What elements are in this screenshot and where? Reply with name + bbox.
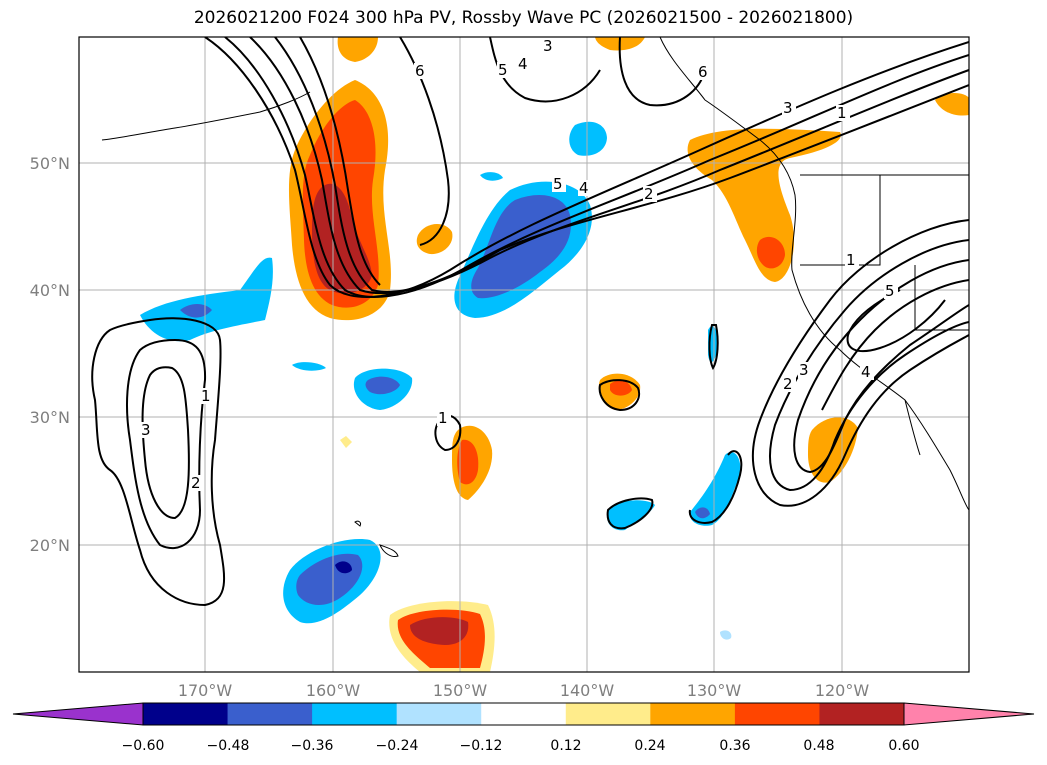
colorbar-tick-label: −0.24 xyxy=(376,738,419,754)
map-frame xyxy=(78,36,970,673)
colorbar-extend-left xyxy=(12,702,144,726)
contour-label: 3 xyxy=(543,37,553,55)
positive-anomaly-south-core xyxy=(457,439,479,485)
contour-label: 1 xyxy=(438,409,448,427)
negative-anomaly-tiny-3 xyxy=(480,172,503,181)
colorbar: −0.60 −0.48 −0.36 −0.24 −0.12 0.12 0.24 … xyxy=(12,702,1035,754)
colorbar-segment xyxy=(650,703,736,725)
contour-label: 4 xyxy=(518,55,528,73)
colorbar-tick-label: −0.48 xyxy=(207,738,250,754)
lon-label: 160°W xyxy=(306,681,361,700)
negative-anomaly-tiny-2 xyxy=(292,362,326,371)
negative-anomaly-tiny-4 xyxy=(720,630,732,640)
colorbar-tick-label: 0.24 xyxy=(634,738,665,754)
colorbar-tick-label: 0.60 xyxy=(888,738,919,754)
positive-anomaly-east xyxy=(935,93,969,116)
colorbar-tick-label: −0.12 xyxy=(460,738,503,754)
colorbar-tick-label: −0.36 xyxy=(291,738,334,754)
lat-label: 20°N xyxy=(30,536,70,555)
colorbar-segment xyxy=(227,703,313,725)
lon-label: 140°W xyxy=(560,681,615,700)
lon-label: 120°W xyxy=(815,681,870,700)
negative-anomaly-subtropic-core xyxy=(695,507,710,519)
contour-label: 6 xyxy=(698,63,708,81)
lat-label: 30°N xyxy=(30,408,70,427)
positive-anomaly-coast-core xyxy=(756,236,785,269)
positive-anomaly-tropics-core xyxy=(410,617,469,645)
contour-label: 5 xyxy=(885,282,895,300)
colorbar-segment xyxy=(565,703,651,725)
contour-label: 1 xyxy=(837,104,847,122)
contour-label: 6 xyxy=(415,62,425,80)
map-title: 2026021200 F024 300 hPa PV, Rossby Wave … xyxy=(193,8,854,28)
positive-anomaly-north xyxy=(337,37,378,62)
colorbar-tick-label: 0.12 xyxy=(550,738,581,754)
longitude-labels: 170°W 160°W 150°W 140°W 130°W 120°W xyxy=(178,681,870,700)
latitude-labels: 50°N 40°N 30°N 20°N xyxy=(30,154,70,555)
colorbar-segment xyxy=(819,703,905,725)
positive-anomaly-small xyxy=(416,224,453,255)
lat-label: 50°N xyxy=(30,154,70,173)
positive-anomaly-tiny xyxy=(340,436,352,448)
colorbar-labels: −0.60 −0.48 −0.36 −0.24 −0.12 0.12 0.24 … xyxy=(122,738,920,754)
contour-label: 1 xyxy=(201,387,211,405)
negative-anomaly-west xyxy=(140,257,273,342)
contour-label: 2 xyxy=(644,185,654,203)
positive-anomaly-small-2-core xyxy=(610,380,632,396)
contour-label: 4 xyxy=(861,363,871,381)
lon-label: 170°W xyxy=(178,681,233,700)
colorbar-tick-label: 0.36 xyxy=(719,738,750,754)
contour-label: 4 xyxy=(579,179,589,197)
contour-label: 3 xyxy=(141,421,151,439)
negative-anomaly-hawaii-max xyxy=(335,561,352,574)
contour-label: 3 xyxy=(783,99,793,117)
colorbar-extend-right xyxy=(903,702,1035,726)
contour-label: 3 xyxy=(799,361,809,379)
colorbar-tick-label: −0.60 xyxy=(122,738,165,754)
contour-label: 1 xyxy=(846,251,856,269)
colorbar-tick-label: 0.48 xyxy=(803,738,834,754)
negative-anomaly-sub2 xyxy=(606,500,655,531)
colorbar-segment xyxy=(143,703,229,725)
contour-label: 5 xyxy=(498,61,508,79)
contour-label: 2 xyxy=(191,474,201,492)
negative-anomaly-west-core xyxy=(180,304,212,318)
negative-anomaly-small xyxy=(569,121,607,156)
negative-anomaly-mid-core xyxy=(365,376,400,395)
colorbar-segment xyxy=(481,703,567,725)
colorbar-segment xyxy=(312,703,398,725)
lat-label: 40°N xyxy=(30,281,70,300)
contour-label: 5 xyxy=(553,175,563,193)
negative-anomaly-core xyxy=(471,195,571,299)
rossby-contours xyxy=(91,37,969,607)
contour-label: 2 xyxy=(783,375,793,393)
lon-label: 150°W xyxy=(433,681,488,700)
lon-label: 130°W xyxy=(687,681,742,700)
pv-fill-layer xyxy=(140,37,969,672)
contour-label-group: 3 5 4 6 6 3 1 5 4 2 1 5 1 3 xyxy=(140,37,898,492)
colorbar-segment xyxy=(396,703,482,725)
colorbar-segment xyxy=(734,703,820,725)
colorbar-outline xyxy=(142,702,905,726)
graticule xyxy=(79,37,969,672)
